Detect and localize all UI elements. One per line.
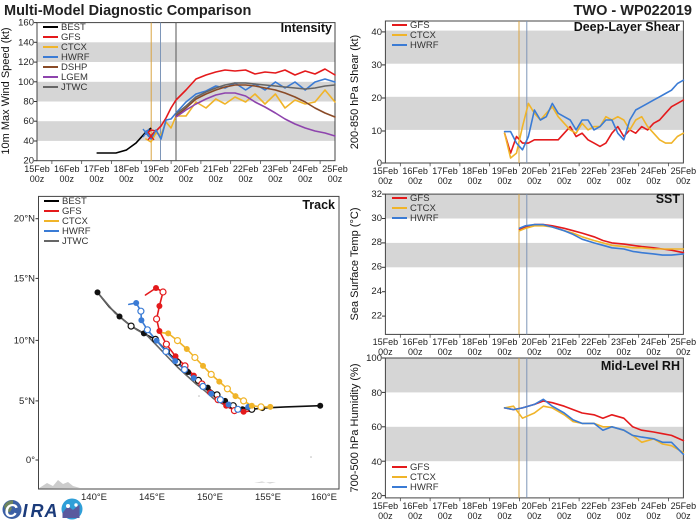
svg-text:C: C [5,501,19,521]
svg-text:00z: 00z [646,511,661,521]
svg-text:00z: 00z [587,511,602,521]
svg-text:32: 32 [371,189,382,200]
svg-text:22Feb: 22Feb [581,501,607,511]
svg-text:24Feb: 24Feb [641,501,667,511]
svg-text:30: 30 [371,213,382,224]
svg-text:155°E: 155°E [255,492,281,503]
svg-text:60: 60 [371,422,382,433]
svg-text:18Feb: 18Feb [462,337,488,347]
svg-text:15Feb: 15Feb [373,337,399,347]
svg-text:20Feb: 20Feb [522,501,548,511]
svg-text:140°E: 140°E [81,492,107,503]
svg-text:16Feb: 16Feb [402,501,428,511]
svg-text:20°N: 20°N [14,214,35,225]
svg-text:100: 100 [366,353,382,364]
svg-text:Track: Track [302,198,335,212]
svg-text:HWRF: HWRF [410,482,439,493]
svg-text:00z: 00z [378,511,393,521]
svg-text:22Feb: 22Feb [581,337,607,347]
svg-text:HWRF: HWRF [410,213,439,224]
svg-text:10°N: 10°N [14,335,35,346]
svg-text:00z: 00z [408,511,423,521]
svg-text:5°N: 5°N [19,396,35,407]
svg-text:A: A [44,501,58,521]
svg-text:JTWC: JTWC [62,236,89,247]
svg-text:28: 28 [371,237,382,248]
svg-text:22: 22 [371,310,382,321]
svg-text:25Feb: 25Feb [671,337,697,347]
svg-text:00z: 00z [527,511,542,521]
svg-text:18Feb: 18Feb [462,501,488,511]
svg-text:24Feb: 24Feb [641,337,667,347]
svg-text:40: 40 [371,457,382,468]
svg-text:SST: SST [656,192,681,206]
svg-text:00z: 00z [676,511,691,521]
svg-text:21Feb: 21Feb [551,501,577,511]
svg-text:17Feb: 17Feb [432,501,458,511]
svg-text:26: 26 [371,262,382,273]
svg-text:21Feb: 21Feb [551,337,577,347]
svg-text:19Feb: 19Feb [492,501,518,511]
svg-text:700-500 hPa Humidity (%): 700-500 hPa Humidity (%) [350,363,361,492]
svg-text:Mid-Level RH: Mid-Level RH [601,359,680,373]
svg-text:Sea Surface Temp (°C): Sea Surface Temp (°C) [350,207,361,320]
svg-text:R: R [31,501,44,521]
svg-text:160°E: 160°E [311,492,337,503]
svg-text:150°E: 150°E [197,492,223,503]
svg-text:00z: 00z [497,511,512,521]
svg-text:I: I [22,501,28,521]
svg-text:00z: 00z [438,511,453,521]
svg-text:00z: 00z [617,511,632,521]
svg-text:23Feb: 23Feb [611,337,637,347]
svg-text:15Feb: 15Feb [373,501,399,511]
svg-text:17Feb: 17Feb [432,337,458,347]
svg-text:23Feb: 23Feb [611,501,637,511]
svg-text:19Feb: 19Feb [492,337,518,347]
svg-text:24: 24 [371,286,382,297]
svg-text:80: 80 [371,388,382,399]
svg-text:00z: 00z [557,511,572,521]
svg-text:00z: 00z [468,511,483,521]
svg-text:16Feb: 16Feb [402,337,428,347]
svg-text:20Feb: 20Feb [522,337,548,347]
svg-text:0°: 0° [26,455,35,466]
svg-text:25Feb: 25Feb [671,501,697,511]
svg-text:145°E: 145°E [139,492,165,503]
svg-text:15°N: 15°N [14,273,35,284]
